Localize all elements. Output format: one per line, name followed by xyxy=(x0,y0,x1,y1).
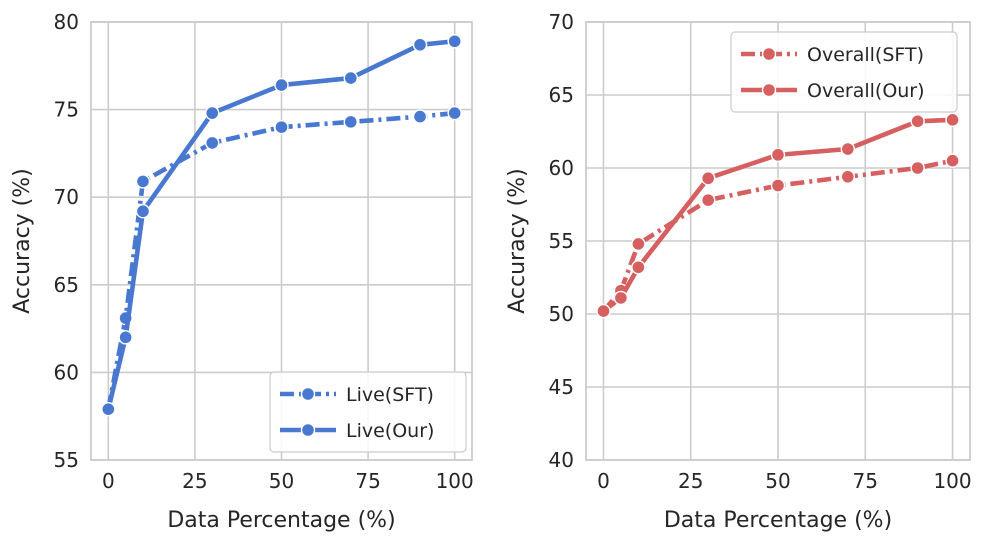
data-point xyxy=(118,330,133,345)
series-line-Live(Our) xyxy=(106,38,455,410)
y-tick-label: 50 xyxy=(549,302,574,326)
y-tick-label: 80 xyxy=(54,10,79,34)
y-tick-label: 55 xyxy=(54,448,79,472)
y-tick-label: 65 xyxy=(549,83,574,107)
data-point xyxy=(101,401,116,417)
x-tick-label: 0 xyxy=(102,469,115,493)
y-tick-label: 55 xyxy=(549,229,574,253)
y-tick-label: 65 xyxy=(54,273,79,297)
x-tick-label: 100 xyxy=(436,469,474,493)
y-tick-label: 70 xyxy=(54,185,79,209)
data-point xyxy=(343,114,358,130)
x-tick-label: 75 xyxy=(355,469,380,493)
legend-marker xyxy=(761,46,777,62)
data-point xyxy=(910,114,925,129)
x-axis-label: Data Percentage (%) xyxy=(167,508,395,533)
y-tick-label: 45 xyxy=(549,375,574,399)
legend-label: Live(SFT) xyxy=(346,384,434,406)
data-point xyxy=(274,77,289,93)
x-tick-label: 50 xyxy=(765,469,790,493)
data-point xyxy=(631,236,646,252)
data-point xyxy=(840,141,856,157)
y-axis-label: Accuracy (%) xyxy=(10,168,35,314)
data-point xyxy=(945,153,960,168)
chart-panel-1: 0 25 50 75 100 55 60 65 70 75 80 Data Percentage (%… xyxy=(10,10,474,533)
data-point xyxy=(412,37,428,52)
data-point xyxy=(700,192,716,208)
data-point xyxy=(596,303,611,319)
data-point xyxy=(205,135,220,151)
data-point xyxy=(770,147,786,163)
data-point xyxy=(700,171,716,186)
plot-frame xyxy=(585,21,971,461)
data-point xyxy=(840,169,856,184)
y-tick-label: 60 xyxy=(54,360,79,384)
legend-marker xyxy=(300,386,316,402)
chart-panel-2: 0 25 50 75 100 40 45 50 55 60 65 70 Data Percentage … xyxy=(505,10,972,533)
legend: Overall(SFT) Overall(Our) xyxy=(730,31,958,113)
data-point xyxy=(945,112,960,128)
data-point xyxy=(135,174,151,189)
data-point xyxy=(613,290,629,306)
x-tick-label: 100 xyxy=(933,469,971,493)
data-point xyxy=(910,160,925,176)
legend: Live(SFT) Live(Our) xyxy=(269,371,467,453)
data-point xyxy=(412,109,428,124)
data-point xyxy=(631,260,646,275)
x-tick-label: 25 xyxy=(678,469,703,493)
series-line-Live(SFT) xyxy=(106,110,455,410)
x-tick-label: 25 xyxy=(182,469,207,493)
y-tick-label: 70 xyxy=(549,10,574,34)
legend-marker xyxy=(300,422,316,438)
y-axis-label: Accuracy (%) xyxy=(505,168,530,314)
legend-label: Overall(SFT) xyxy=(807,44,924,66)
data-point xyxy=(274,119,289,135)
y-tick-label: 75 xyxy=(54,98,79,122)
data-point xyxy=(135,204,151,219)
series-line-Overall(SFT) xyxy=(601,158,954,313)
data-point xyxy=(343,70,358,86)
data-point xyxy=(770,178,786,193)
y-tick-label: 40 xyxy=(549,448,574,472)
x-tick-label: 0 xyxy=(597,469,610,493)
x-axis-label: Data Percentage (%) xyxy=(664,508,892,533)
x-tick-label: 50 xyxy=(269,469,294,493)
legend-label: Overall(Our) xyxy=(807,80,925,102)
data-point xyxy=(447,105,462,121)
data-point xyxy=(447,34,462,49)
y-tick-label: 60 xyxy=(549,156,574,180)
x-tick-label: 75 xyxy=(853,469,878,493)
legend-label: Live(Our) xyxy=(346,420,434,442)
legend-marker xyxy=(761,82,777,98)
plot-frame xyxy=(90,21,473,461)
data-point xyxy=(205,105,220,121)
